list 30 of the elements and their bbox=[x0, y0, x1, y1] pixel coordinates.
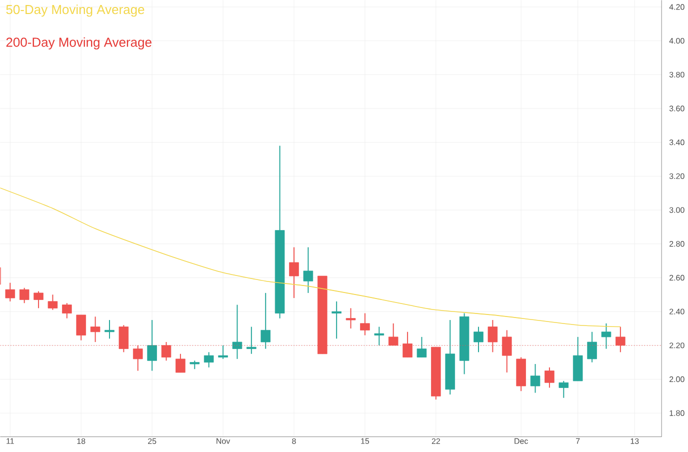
candlestick bbox=[34, 290, 44, 309]
candlestick bbox=[5, 282, 16, 302]
candlestick bbox=[601, 323, 612, 350]
candlestick bbox=[587, 331, 597, 363]
candlestick bbox=[289, 246, 299, 299]
candlestick bbox=[474, 326, 484, 353]
candlestick bbox=[374, 326, 384, 346]
candlestick bbox=[76, 314, 86, 341]
candlestick bbox=[147, 320, 157, 372]
candlestick bbox=[246, 326, 256, 354]
candlestick bbox=[360, 312, 370, 336]
candlestick bbox=[332, 301, 342, 340]
candlestick bbox=[558, 380, 569, 398]
candlestick bbox=[90, 316, 100, 343]
candlestick bbox=[19, 287, 30, 304]
candlestick bbox=[303, 246, 314, 294]
text: 50-Day Moving Average bbox=[6, 4, 144, 17]
candlestick bbox=[232, 304, 242, 360]
candlestick bbox=[62, 302, 72, 319]
legend-label: 200-Day Moving Average bbox=[6, 37, 152, 50]
candlestick bbox=[48, 294, 58, 310]
candlestick bbox=[416, 336, 427, 358]
candlestick bbox=[346, 308, 356, 330]
candlestick bbox=[544, 367, 554, 388]
candlestick bbox=[530, 364, 540, 394]
candlestick bbox=[218, 345, 228, 360]
candlestick bbox=[104, 320, 114, 340]
candlestick bbox=[176, 353, 186, 374]
candlestick bbox=[260, 292, 270, 350]
candlestick bbox=[204, 352, 214, 368]
